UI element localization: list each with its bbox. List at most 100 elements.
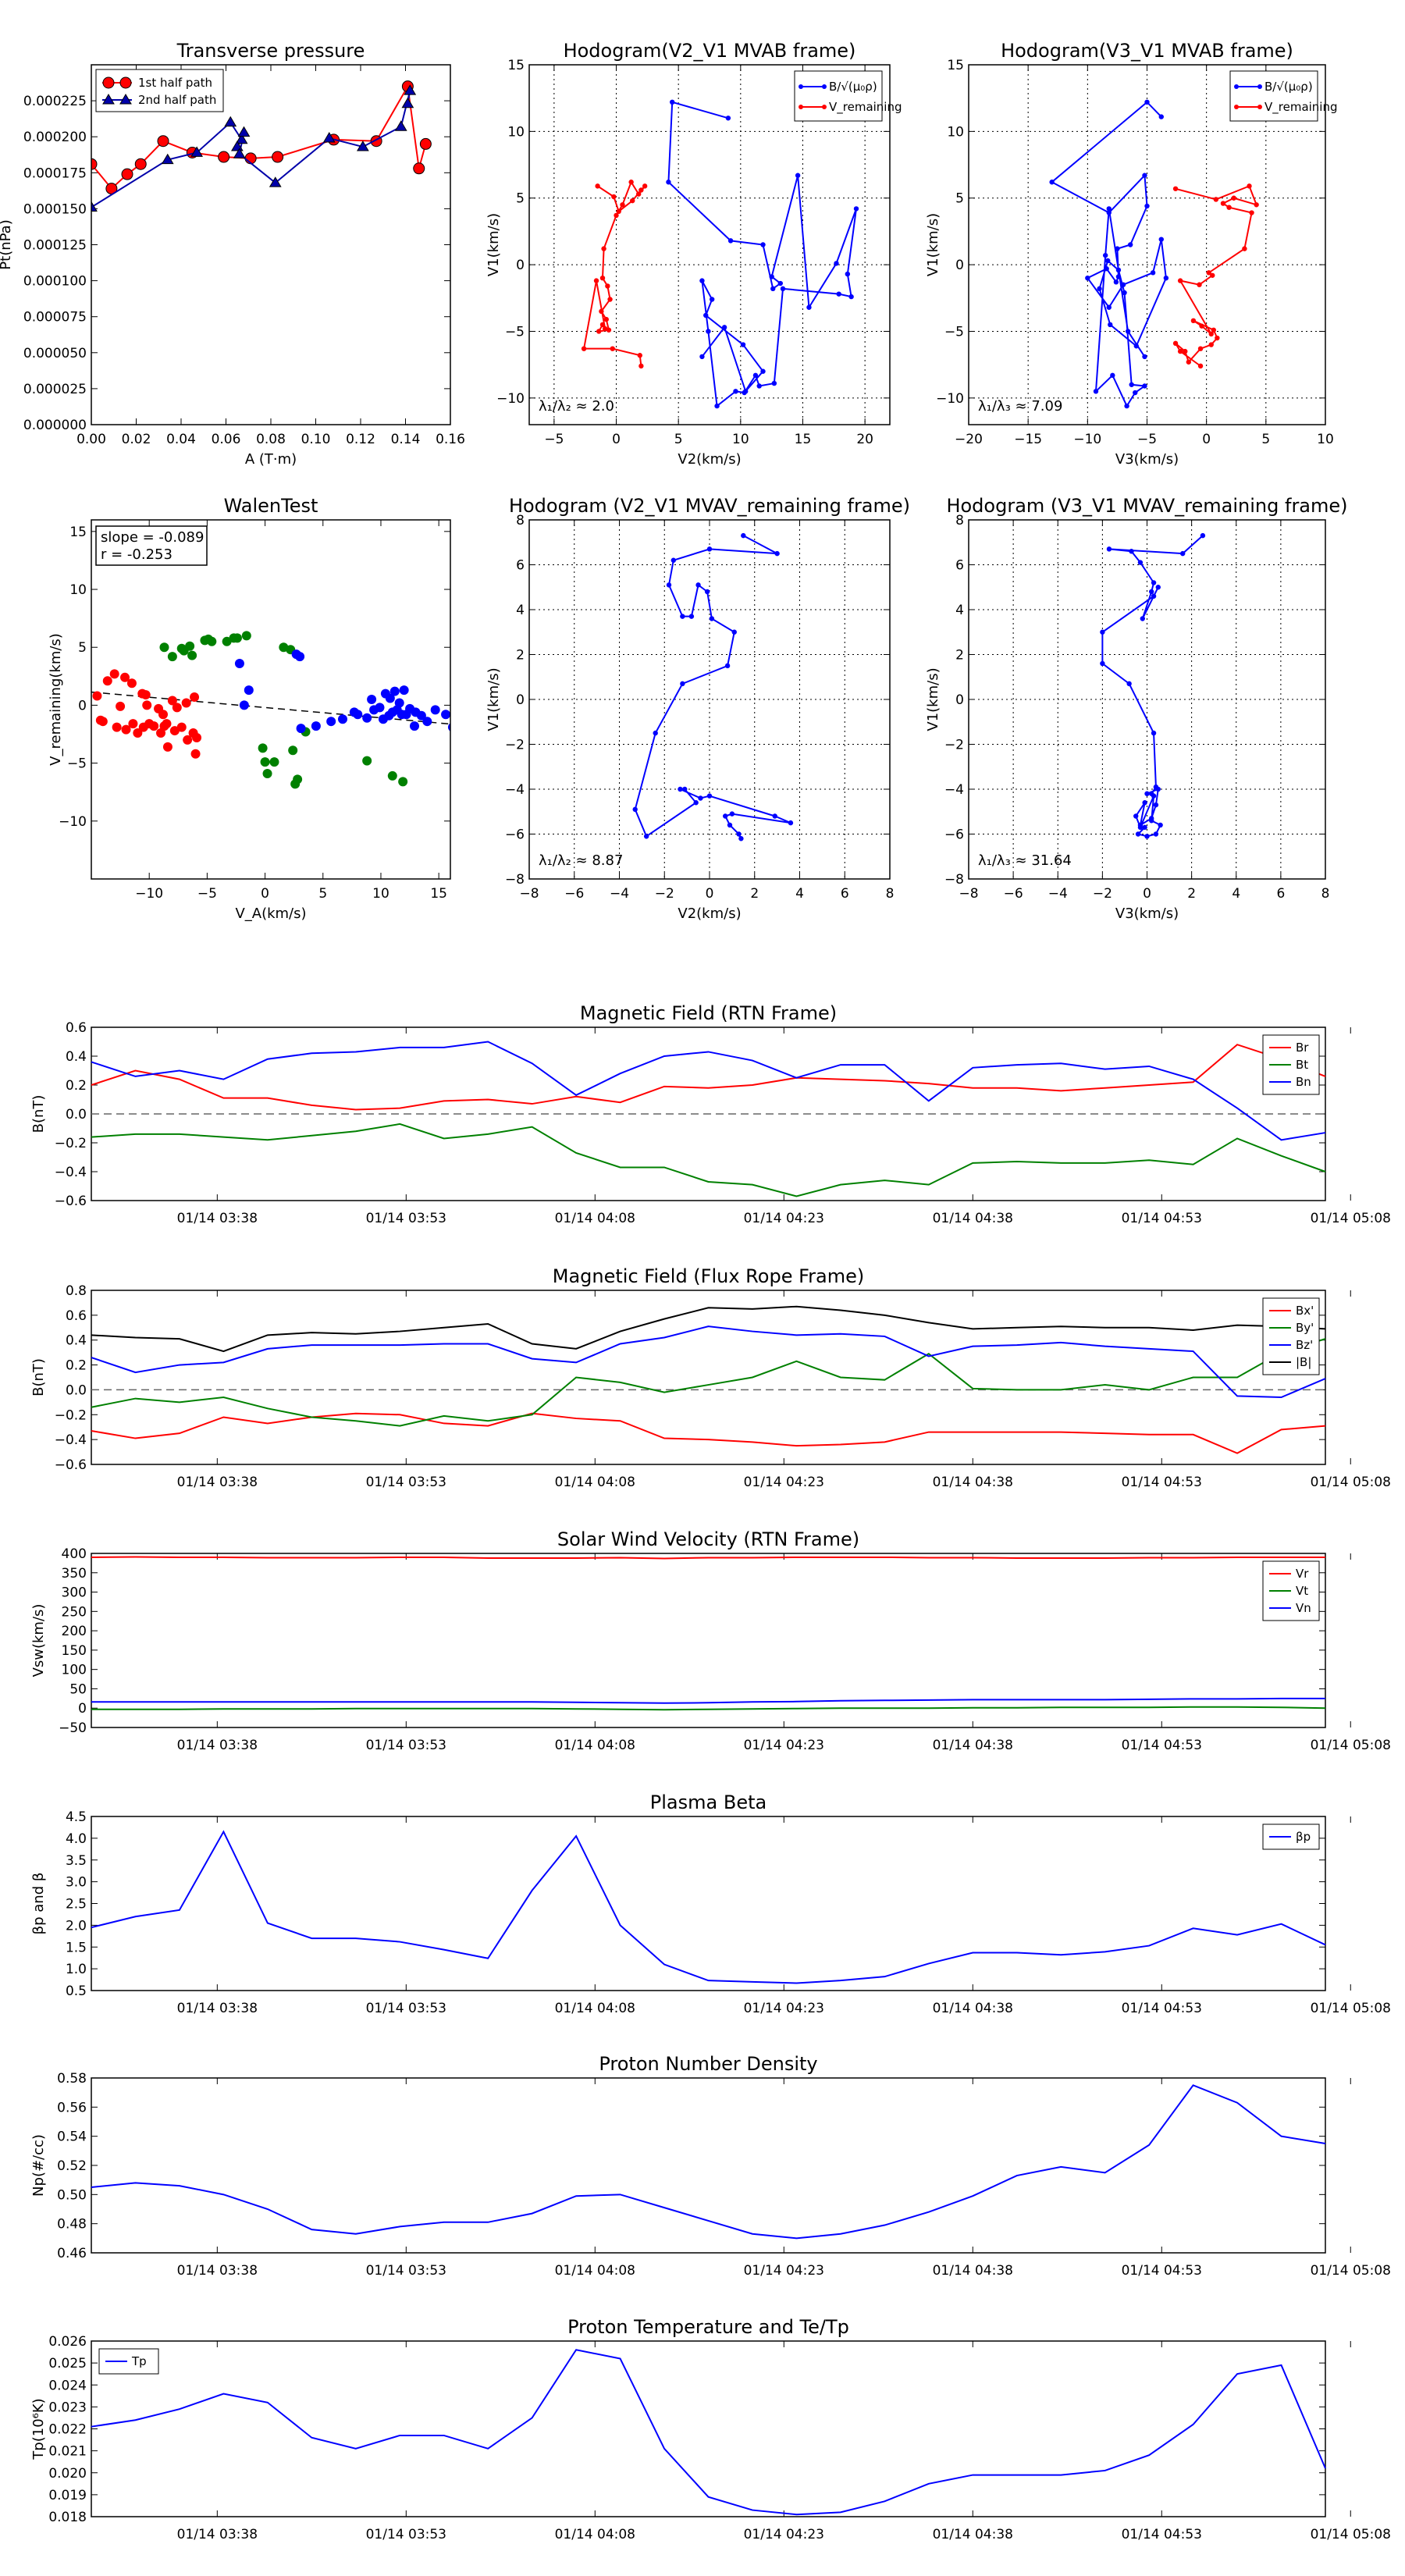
y-axis-label: Tp(10⁶K) bbox=[30, 2398, 47, 2460]
data-point bbox=[1153, 802, 1159, 808]
x-tick-label: 2 bbox=[1187, 886, 1196, 902]
x-tick-label: 01/14 04:38 bbox=[933, 2001, 1013, 2016]
plot-area bbox=[1100, 532, 1206, 839]
data-point bbox=[1177, 348, 1183, 354]
data-point bbox=[1177, 278, 1183, 283]
data-point bbox=[1142, 354, 1147, 360]
chart-title: Magnetic Field (RTN Frame) bbox=[580, 1002, 837, 1024]
data-point bbox=[91, 201, 98, 212]
data-point bbox=[218, 151, 230, 163]
data-point bbox=[1149, 589, 1154, 595]
x-tick-label: 0.10 bbox=[301, 432, 331, 447]
data-point bbox=[98, 717, 108, 727]
data-point bbox=[670, 99, 675, 105]
x-tick-label: 01/14 05:08 bbox=[1311, 2001, 1391, 2016]
data-point bbox=[1115, 274, 1122, 279]
y-tick-label: 2 bbox=[955, 648, 964, 664]
data-point bbox=[244, 685, 254, 696]
plot-frame bbox=[968, 64, 1326, 425]
x-tick-label: 4 bbox=[1232, 886, 1240, 902]
x-tick-label: −6 bbox=[564, 886, 584, 902]
data-point bbox=[777, 280, 784, 286]
chart-title: Solar Wind Velocity (RTN Frame) bbox=[557, 1528, 859, 1550]
data-point bbox=[605, 283, 610, 289]
data-point bbox=[1142, 173, 1147, 178]
data-point bbox=[1254, 202, 1259, 208]
y-tick-label: −50 bbox=[59, 1720, 87, 1736]
y-tick-label: 10 bbox=[947, 124, 964, 140]
data-point bbox=[614, 212, 619, 219]
series-line-Bt bbox=[91, 1123, 1326, 1197]
data-point bbox=[1105, 258, 1111, 264]
y-tick-label: 0.022 bbox=[48, 2422, 87, 2438]
data-point bbox=[743, 389, 749, 394]
x-tick-label: 4 bbox=[795, 886, 804, 902]
data-point bbox=[260, 757, 270, 767]
data-point bbox=[1208, 331, 1214, 337]
y-tick-label: 3.5 bbox=[66, 1853, 87, 1869]
legend-label: V_remaining bbox=[1264, 100, 1338, 115]
data-point bbox=[144, 719, 155, 729]
data-point bbox=[121, 168, 133, 180]
y-axis-label: Vsw(km/s) bbox=[30, 1604, 47, 1678]
data-point bbox=[774, 550, 780, 557]
data-point bbox=[769, 274, 774, 279]
data-point bbox=[185, 641, 195, 651]
data-point bbox=[1126, 681, 1132, 687]
data-point bbox=[1149, 818, 1154, 824]
data-point bbox=[653, 730, 658, 736]
legend-label: Vt bbox=[1296, 1584, 1308, 1598]
data-point bbox=[1133, 813, 1139, 819]
data-point bbox=[733, 389, 738, 394]
x-tick-label: 01/14 04:53 bbox=[1122, 1211, 1202, 1226]
y-tick-label: 200 bbox=[62, 1624, 87, 1639]
data-point bbox=[698, 795, 703, 801]
x-tick-label: 0.02 bbox=[122, 432, 151, 447]
x-tick-label: 01/14 03:38 bbox=[177, 2527, 258, 2542]
y-tick-label: 0 bbox=[78, 698, 87, 713]
y-tick-label: 350 bbox=[62, 1566, 87, 1582]
data-point bbox=[272, 151, 284, 163]
x-tick-label: 01/14 04:38 bbox=[933, 2263, 1013, 2279]
y-tick-label: 0.4 bbox=[66, 1049, 87, 1065]
legend-label: 1st half path bbox=[138, 76, 212, 90]
data-point bbox=[1144, 203, 1150, 209]
data-point bbox=[788, 820, 794, 826]
x-tick-label: 10 bbox=[372, 886, 389, 902]
x-tick-label: 01/14 04:38 bbox=[933, 1475, 1013, 1490]
x-tick-label: 20 bbox=[856, 432, 873, 447]
panel-bfield_rtn: 01/14 03:38 01/14 03:53 01/14 04:08 01/14 0… bbox=[30, 1002, 1391, 1226]
data-point bbox=[1197, 363, 1204, 369]
x-tick-label: 01/14 04:08 bbox=[555, 1475, 635, 1490]
x-tick-label: 01/14 04:53 bbox=[1122, 2263, 1202, 2279]
data-point bbox=[1150, 270, 1156, 276]
data-point bbox=[853, 206, 859, 212]
plot-frame bbox=[528, 519, 891, 880]
x-tick-label: 0.06 bbox=[212, 432, 241, 447]
data-point bbox=[581, 346, 587, 351]
x-tick-label: 01/14 04:08 bbox=[555, 2527, 635, 2542]
data-point bbox=[1144, 99, 1150, 105]
panel-beta: 01/14 03:38 01/14 03:53 01/14 04:08 01/14 0… bbox=[30, 1791, 1391, 2016]
plot-area bbox=[91, 80, 432, 212]
data-point bbox=[611, 194, 617, 200]
data-point bbox=[207, 636, 217, 646]
data-point bbox=[1106, 304, 1112, 310]
plot-frame bbox=[91, 64, 451, 425]
legend-box bbox=[95, 69, 224, 112]
data-point bbox=[680, 681, 685, 687]
y-tick-label: −10 bbox=[59, 814, 87, 830]
x-tick-label: 01/14 04:08 bbox=[555, 2001, 635, 2016]
x-tick-label: −6 bbox=[1004, 886, 1023, 902]
data-point bbox=[224, 116, 237, 127]
x-tick-label: 0.00 bbox=[76, 432, 106, 447]
chart-title: Plasma Beta bbox=[650, 1791, 767, 1813]
x-tick-label: 01/14 04:23 bbox=[744, 2263, 824, 2279]
panel-vsw: 01/14 03:38 01/14 03:53 01/14 04:08 01/14 0… bbox=[30, 1528, 1391, 1753]
data-point bbox=[602, 326, 608, 332]
x-tick-label: 01/14 05:08 bbox=[1311, 1211, 1391, 1226]
x-tick-label: −15 bbox=[1014, 432, 1042, 447]
legend-box bbox=[1229, 70, 1318, 122]
data-point bbox=[167, 652, 177, 662]
